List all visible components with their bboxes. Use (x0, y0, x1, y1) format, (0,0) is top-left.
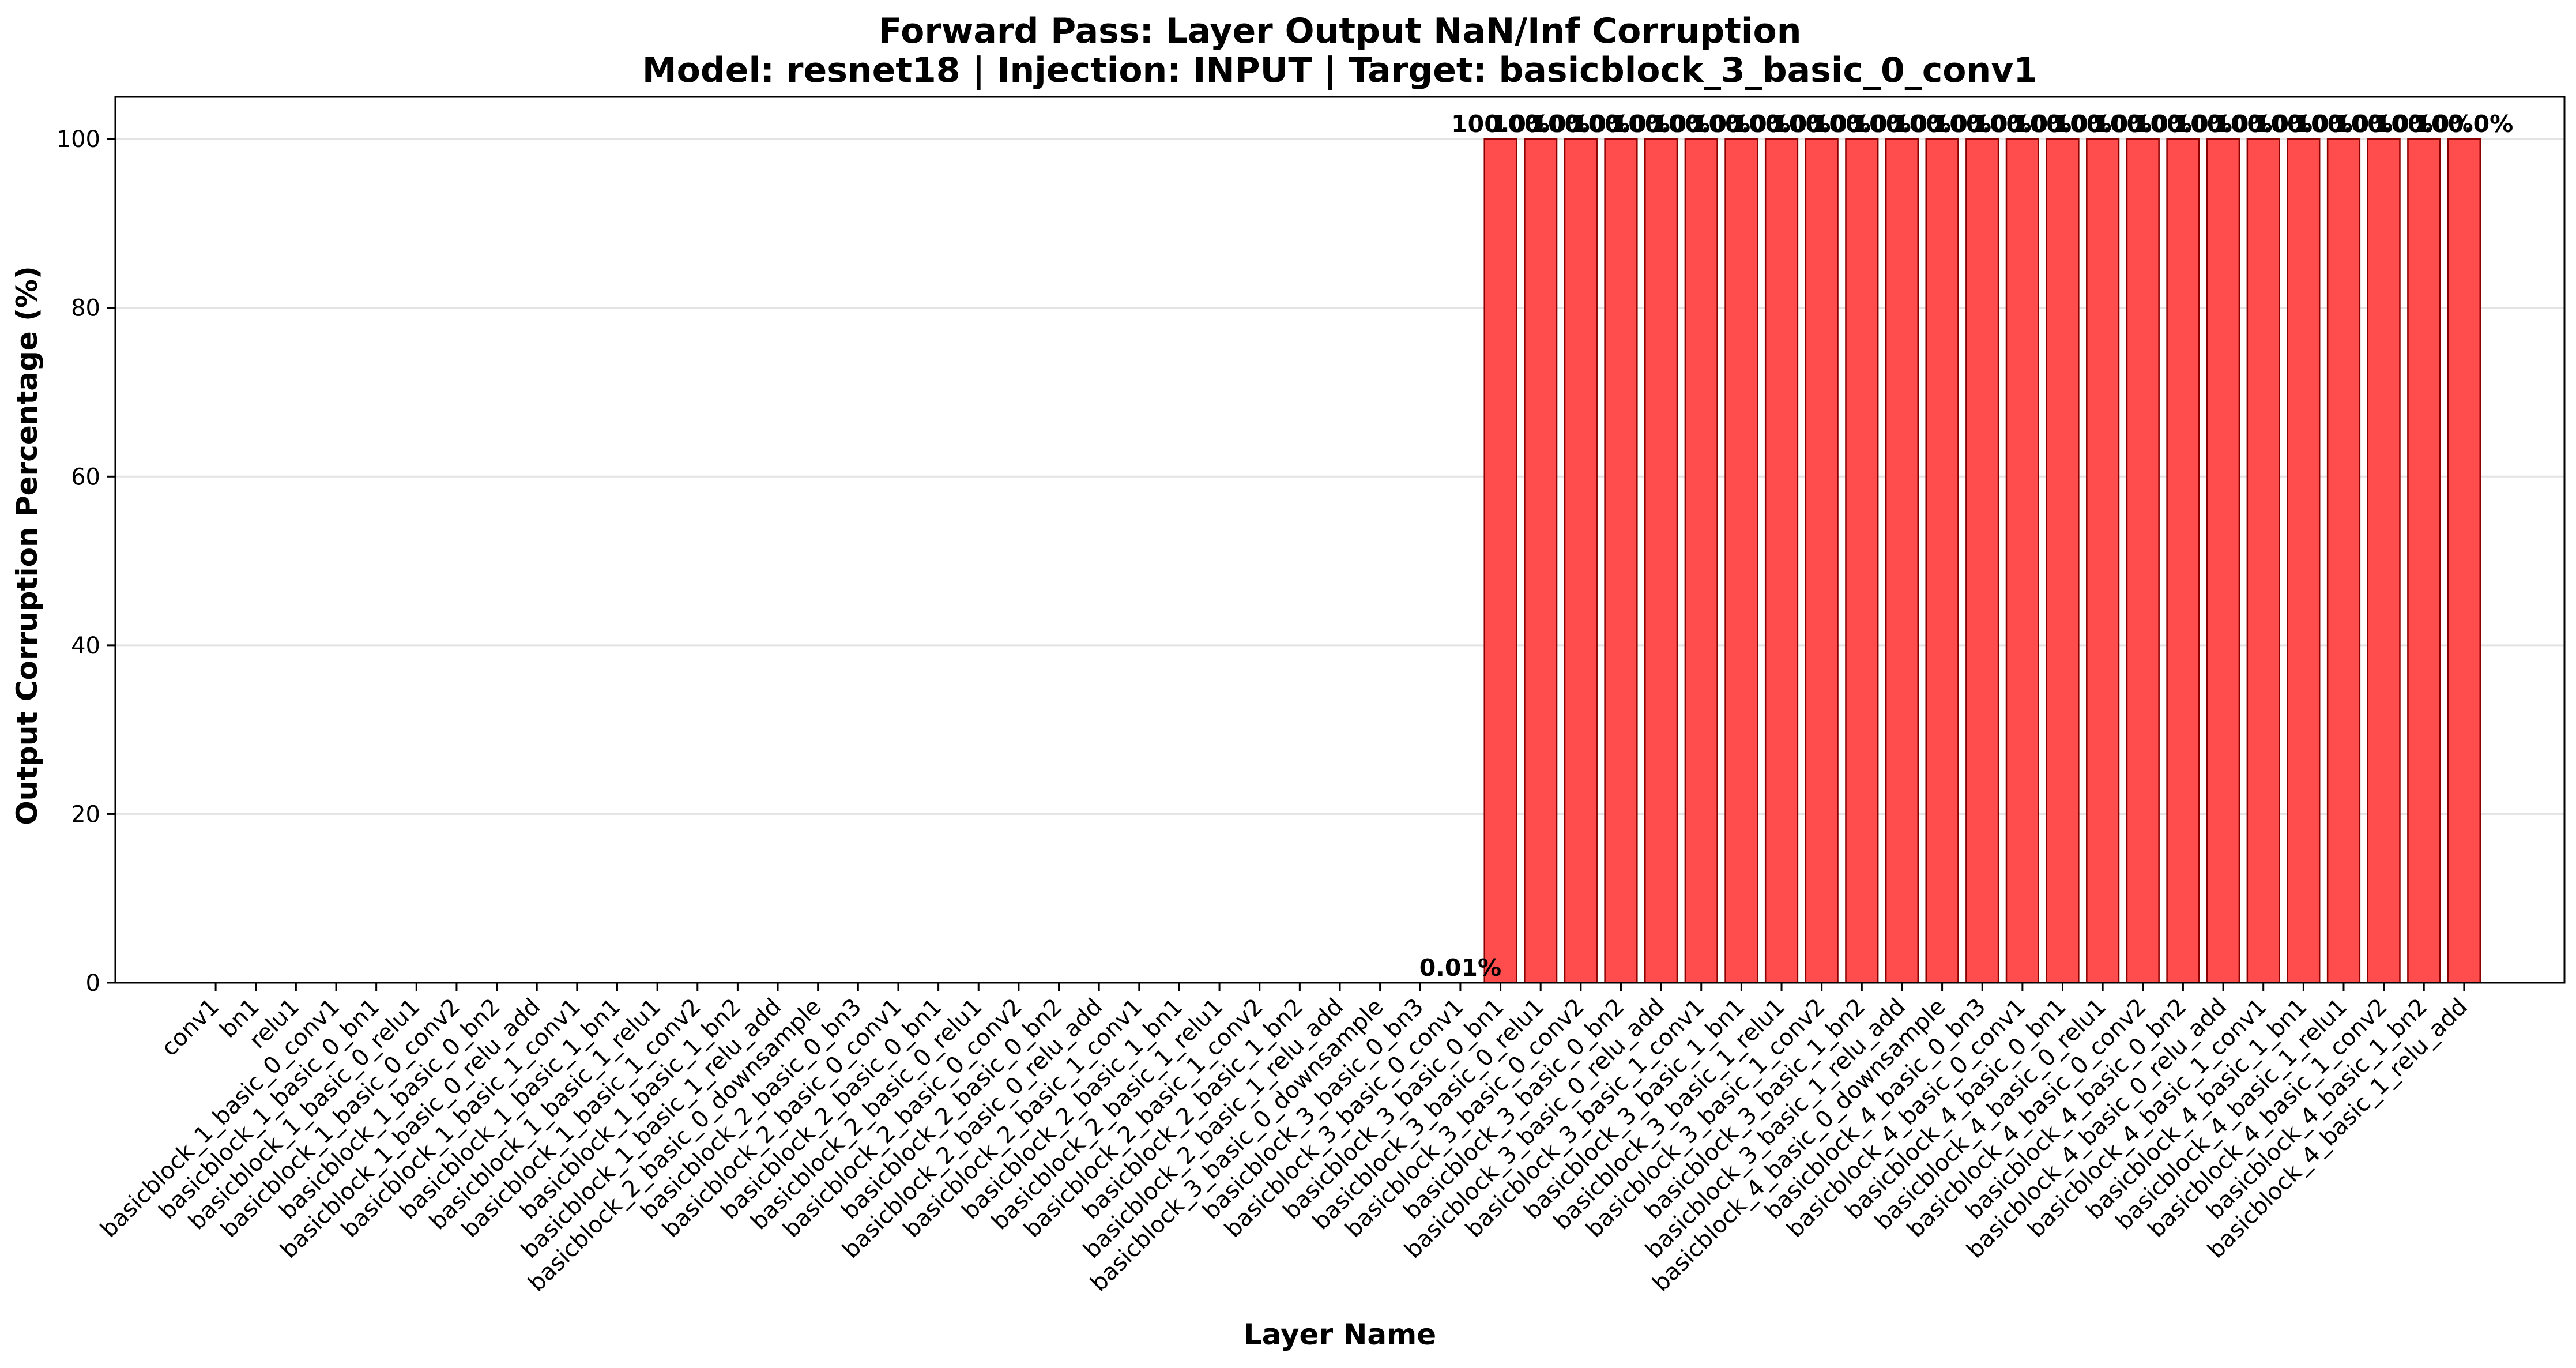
x-axis-label: Layer Name (1244, 1318, 1436, 1351)
bar (2287, 139, 2319, 983)
bar (1886, 139, 1918, 983)
bar (1926, 139, 1959, 983)
bar (1966, 139, 1998, 983)
bar-value-label: 0.01% (1419, 954, 1501, 982)
bar (1565, 139, 1597, 983)
y-tick-label: 0 (86, 970, 100, 997)
y-tick-label: 40 (71, 633, 100, 659)
bar (2368, 139, 2400, 983)
bar (1605, 139, 1637, 983)
bar (2087, 139, 2119, 983)
bar (2247, 139, 2280, 983)
bar (1645, 139, 1677, 983)
bar (1485, 139, 1517, 983)
bar (1765, 139, 1798, 983)
y-axis-label: Output Corruption Percentage (%) (10, 266, 44, 825)
y-tick-label: 100 (57, 126, 100, 153)
bar (1846, 139, 1878, 983)
chart-title: Forward Pass: Layer Output NaN/Inf Corru… (879, 11, 1802, 51)
bar-value-label: 100.0% (2415, 110, 2514, 138)
y-tick-label: 60 (71, 464, 100, 490)
bar (2408, 139, 2440, 983)
bar (2448, 139, 2480, 983)
bar (2006, 139, 2039, 983)
bar (1806, 139, 1838, 983)
bar (1726, 139, 1758, 983)
bar (2207, 139, 2239, 983)
chart-subtitle: Model: resnet18 | Injection: INPUT | Tar… (642, 50, 2038, 91)
bar (2127, 139, 2159, 983)
bar (2328, 139, 2360, 983)
bar (1685, 139, 1718, 983)
bar (1524, 139, 1557, 983)
bar (2167, 139, 2200, 983)
y-tick-label: 20 (71, 801, 100, 828)
y-tick-label: 80 (71, 295, 100, 322)
bar (2047, 139, 2079, 983)
